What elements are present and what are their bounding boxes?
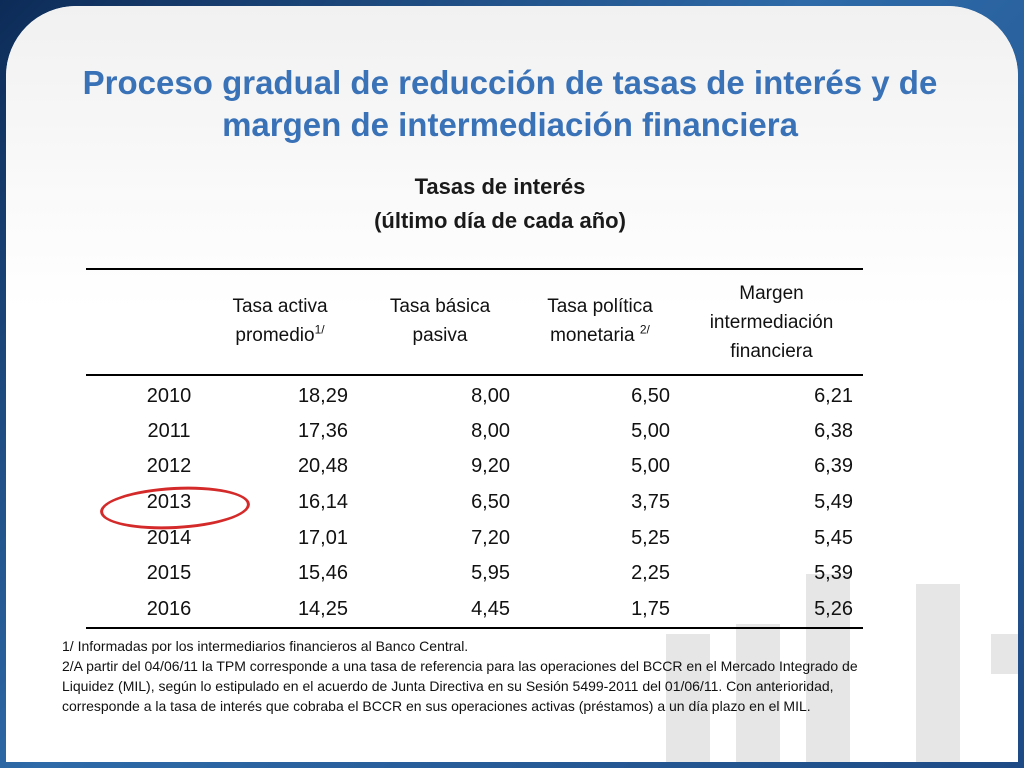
cell-tasa-basica: 9,20 (471, 455, 510, 477)
cell-margen: 6,21 (814, 385, 853, 407)
column-header-tasa-basica: Tasa básica pasiva (370, 292, 510, 350)
table-row-highlighted: 2013 16,14 6,50 3,75 5,49 (86, 485, 863, 520)
cell-tasa-politica: 1,75 (631, 598, 670, 620)
cell-tasa-politica: 5,00 (631, 455, 670, 477)
page-title: Proceso gradual de reducción de tasas de… (40, 62, 980, 146)
footnotes: 1/ Informadas por los intermediarios fin… (62, 636, 962, 716)
cell-tasa-activa: 16,14 (297, 491, 348, 513)
slide (6, 6, 1018, 762)
footnote-marker: 1/ (314, 322, 325, 337)
column-header-text: Tasa activa (232, 296, 328, 317)
table-top-rule (86, 268, 863, 270)
cell-year: 2011 (147, 420, 191, 442)
cell-tasa-basica: 7,20 (471, 527, 510, 549)
title-line-1: Proceso gradual de reducción de tasas de… (82, 64, 938, 101)
column-header-word: promedio (235, 325, 315, 346)
footnote-1: 1/ Informadas por los intermediarios fin… (62, 638, 469, 654)
cell-tasa-politica: 5,25 (631, 527, 670, 549)
table-row: 2012 20,48 9,20 5,00 6,39 (86, 449, 863, 484)
table-header-rule (86, 374, 863, 376)
cell-year: 2015 (146, 562, 192, 584)
cell-tasa-activa: 20,48 (297, 455, 348, 477)
footnote-2-line-1: 2/A partir del 04/06/11 la TPM correspon… (62, 658, 858, 674)
column-header-text: financiera (730, 341, 813, 362)
column-header-text: pasiva (412, 325, 468, 346)
column-header-word: monetaria (550, 325, 635, 346)
column-header-text: Margen (739, 283, 804, 304)
table-row: 2014 17,01 7,20 5,25 5,45 (86, 521, 863, 556)
cell-tasa-politica: 3,75 (631, 491, 670, 513)
cell-tasa-politica: 5,00 (631, 420, 670, 442)
footnote-marker: 2/ (639, 322, 650, 337)
cell-year: 2010 (146, 385, 192, 407)
cell-margen: 6,38 (814, 420, 853, 442)
column-header-margen: Margen intermediación financiera (684, 279, 859, 366)
table-caption: Tasas de interés (último día de cada año… (290, 170, 710, 238)
cell-tasa-basica: 8,00 (471, 385, 510, 407)
footnote-2-line-2: Liquidez (MIL), según lo estipulado en e… (62, 678, 834, 694)
table-row: 2015 15,46 5,95 2,25 5,39 (86, 556, 863, 591)
column-header-text: intermediación (709, 312, 834, 333)
cell-tasa-basica: 5,95 (471, 562, 510, 584)
column-header-text: Tasa básica (389, 296, 491, 317)
table-row: 2016 14,25 4,45 1,75 5,26 (86, 592, 863, 627)
cell-tasa-activa: 18,29 (297, 385, 348, 407)
cell-year: 2012 (146, 455, 192, 477)
cell-tasa-activa: 17,01 (297, 527, 348, 549)
cell-margen: 5,26 (814, 598, 853, 620)
cell-tasa-basica: 8,00 (471, 420, 510, 442)
cell-year: 2014 (146, 527, 192, 549)
column-header-text: Tasa política (547, 296, 653, 317)
table-row: 2010 18,29 8,00 6,50 6,21 (86, 379, 863, 414)
column-header-text: promedio1/ (200, 321, 360, 350)
caption-line-2: (último día de cada año) (374, 208, 626, 233)
column-header-tasa-politica: Tasa política monetaria 2/ (520, 292, 680, 350)
table-bottom-rule (86, 627, 863, 629)
cell-tasa-politica: 6,50 (631, 385, 670, 407)
column-header-tasa-activa: Tasa activa promedio1/ (200, 292, 360, 350)
cell-margen: 5,39 (814, 562, 853, 584)
cell-margen: 5,49 (814, 491, 853, 513)
footnote-2-line-3: corresponde a la tasa de interés que cob… (62, 698, 811, 714)
cell-tasa-basica: 4,45 (471, 598, 510, 620)
cell-tasa-basica: 6,50 (471, 491, 510, 513)
cell-tasa-activa: 17,36 (297, 420, 348, 442)
caption-line-1: Tasas de interés (414, 174, 586, 199)
cell-tasa-activa: 15,46 (297, 562, 348, 584)
cell-year: 2013 (146, 491, 192, 513)
table-row: 2011 17,36 8,00 5,00 6,38 (86, 414, 863, 449)
column-header-text: monetaria 2/ (520, 321, 680, 350)
cell-tasa-politica: 2,25 (631, 562, 670, 584)
title-line-2: margen de intermediación financiera (222, 106, 798, 143)
cell-margen: 6,39 (814, 455, 853, 477)
cell-year: 2016 (146, 598, 192, 620)
cell-tasa-activa: 14,25 (297, 598, 348, 620)
cell-margen: 5,45 (814, 527, 853, 549)
